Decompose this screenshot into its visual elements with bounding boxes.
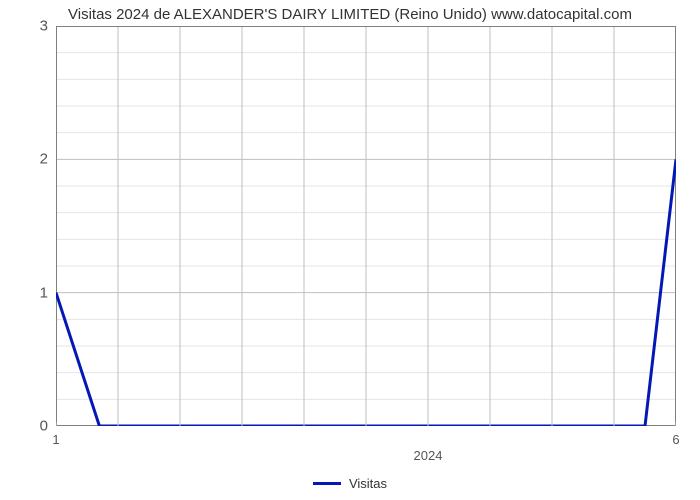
legend: Visitas — [0, 476, 700, 491]
plot-area: 0123162024 — [56, 26, 676, 426]
chart-container: Visitas 2024 de ALEXANDER'S DAIRY LIMITE… — [0, 0, 700, 500]
y-tick-label: 2 — [40, 151, 56, 168]
x-tick-label: 1 — [52, 426, 59, 447]
x-axis-term-label: 2024 — [414, 426, 443, 463]
legend-label: Visitas — [349, 476, 387, 491]
legend-swatch — [313, 482, 341, 485]
chart-title: Visitas 2024 de ALEXANDER'S DAIRY LIMITE… — [0, 6, 700, 23]
x-tick-label: 6 — [672, 426, 679, 447]
y-tick-label: 3 — [40, 18, 56, 35]
y-tick-label: 1 — [40, 284, 56, 301]
plot-svg — [56, 26, 676, 426]
